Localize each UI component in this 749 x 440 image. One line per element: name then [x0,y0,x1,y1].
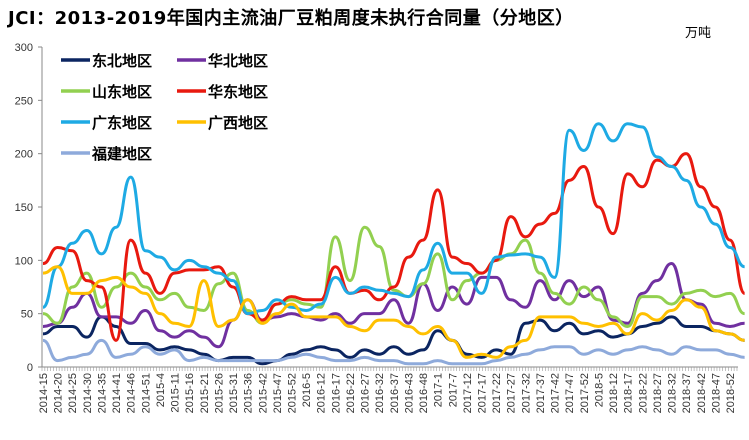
x-tick-label: 2017-7 [447,373,459,407]
x-tick-label: 2016-22 [345,373,357,413]
legend-label: 福建地区 [91,145,152,163]
x-tick-label: 2018-37 [681,373,693,413]
x-tick-label: 2014-35 [96,373,108,413]
series-line-2 [42,262,745,349]
x-tick-label: 2015-26 [213,373,225,413]
x-tick-label: 2015-16 [184,373,196,413]
x-tick-label: 2014-41 [111,373,123,413]
y-tick-label: 50 [21,309,33,321]
x-tick-label: 2018-32 [667,373,679,413]
y-tick-label: 300 [15,42,33,54]
x-tick-label: 2016-27 [360,373,372,413]
y-tick-label: 0 [27,362,33,374]
x-tick-label: 2017-47 [564,373,576,413]
x-tick-label: 2014-46 [126,373,138,413]
x-tick-label: 2016-17 [330,373,342,413]
legend-label: 华东地区 [208,83,268,101]
x-tick-label: 2014-30 [82,373,94,413]
x-tick-label: 2015-11 [170,373,182,413]
x-tick-label: 2017-52 [579,373,591,413]
x-tick-label: 2018-52 [725,373,737,413]
x-tick-label: 2016-37 [389,373,401,413]
x-tick-label: 2017-42 [550,373,562,413]
x-tick-label: 2017-17 [477,373,489,413]
y-tick-label: 200 [15,149,33,161]
unit-label: 万吨 [685,26,712,41]
x-tick-label: 2018-5 [593,373,605,407]
x-tick-label: 2014-15 [38,373,50,413]
x-tick-label: 2014-20 [53,373,65,413]
x-tick-label: 2014-51 [140,373,152,413]
x-tick-label: 2017-27 [506,373,518,413]
x-tick-label: 2016-48 [418,373,430,413]
x-tick-label: 2018-12 [608,373,620,413]
x-tick-label: 2016-5 [301,373,313,407]
x-tick-label: 2017-1 [433,373,445,407]
x-tick-label: 2015-21 [199,373,211,413]
series-line-1 [42,315,745,366]
x-tick-label: 2016-43 [403,373,415,413]
series-line-3 [42,225,746,328]
y-tick-label: 250 [15,95,33,107]
x-tick-label: 2015-4 [155,373,167,407]
x-tick-label: 2015-47 [272,373,284,413]
series-line-5 [42,122,746,316]
x-tick-label: 2018-47 [710,373,722,413]
series-line-4 [42,152,747,342]
legend-label: 广东地区 [92,114,152,132]
legend-label: 东北地区 [92,52,152,70]
chart-title: JCI：2013-2019年国内主流油厂豆粕周度未执行合同量（分地区） [8,8,574,29]
x-tick-label: 2018-27 [652,373,664,413]
x-tick-label: 2014-25 [67,373,79,413]
legend-label: 广西地区 [208,114,268,132]
series-line-7 [42,338,745,366]
series-line-6 [42,265,745,359]
x-tick-label: 2015-31 [228,373,240,413]
x-tick-label: 2017-12 [462,373,474,413]
x-tick-label: 2015-42 [257,373,269,413]
x-tick-label: 2016-12 [316,373,328,413]
legend-label: 华北地区 [208,52,268,70]
x-tick-label: 2016-32 [374,373,386,413]
x-tick-label: 2018-22 [637,373,649,413]
legend-label: 山东地区 [92,83,152,101]
x-tick-label: 2017-32 [520,373,532,413]
x-tick-label: 2017-37 [535,373,547,413]
x-tick-label: 2018-42 [696,373,708,413]
y-tick-label: 100 [15,255,33,267]
y-tick-label: 150 [15,202,33,214]
x-tick-label: 2018-17 [623,373,635,413]
x-tick-label: 2017-22 [491,373,503,413]
x-tick-label: 2015-52 [286,373,298,413]
x-tick-label: 2015-36 [243,373,255,413]
